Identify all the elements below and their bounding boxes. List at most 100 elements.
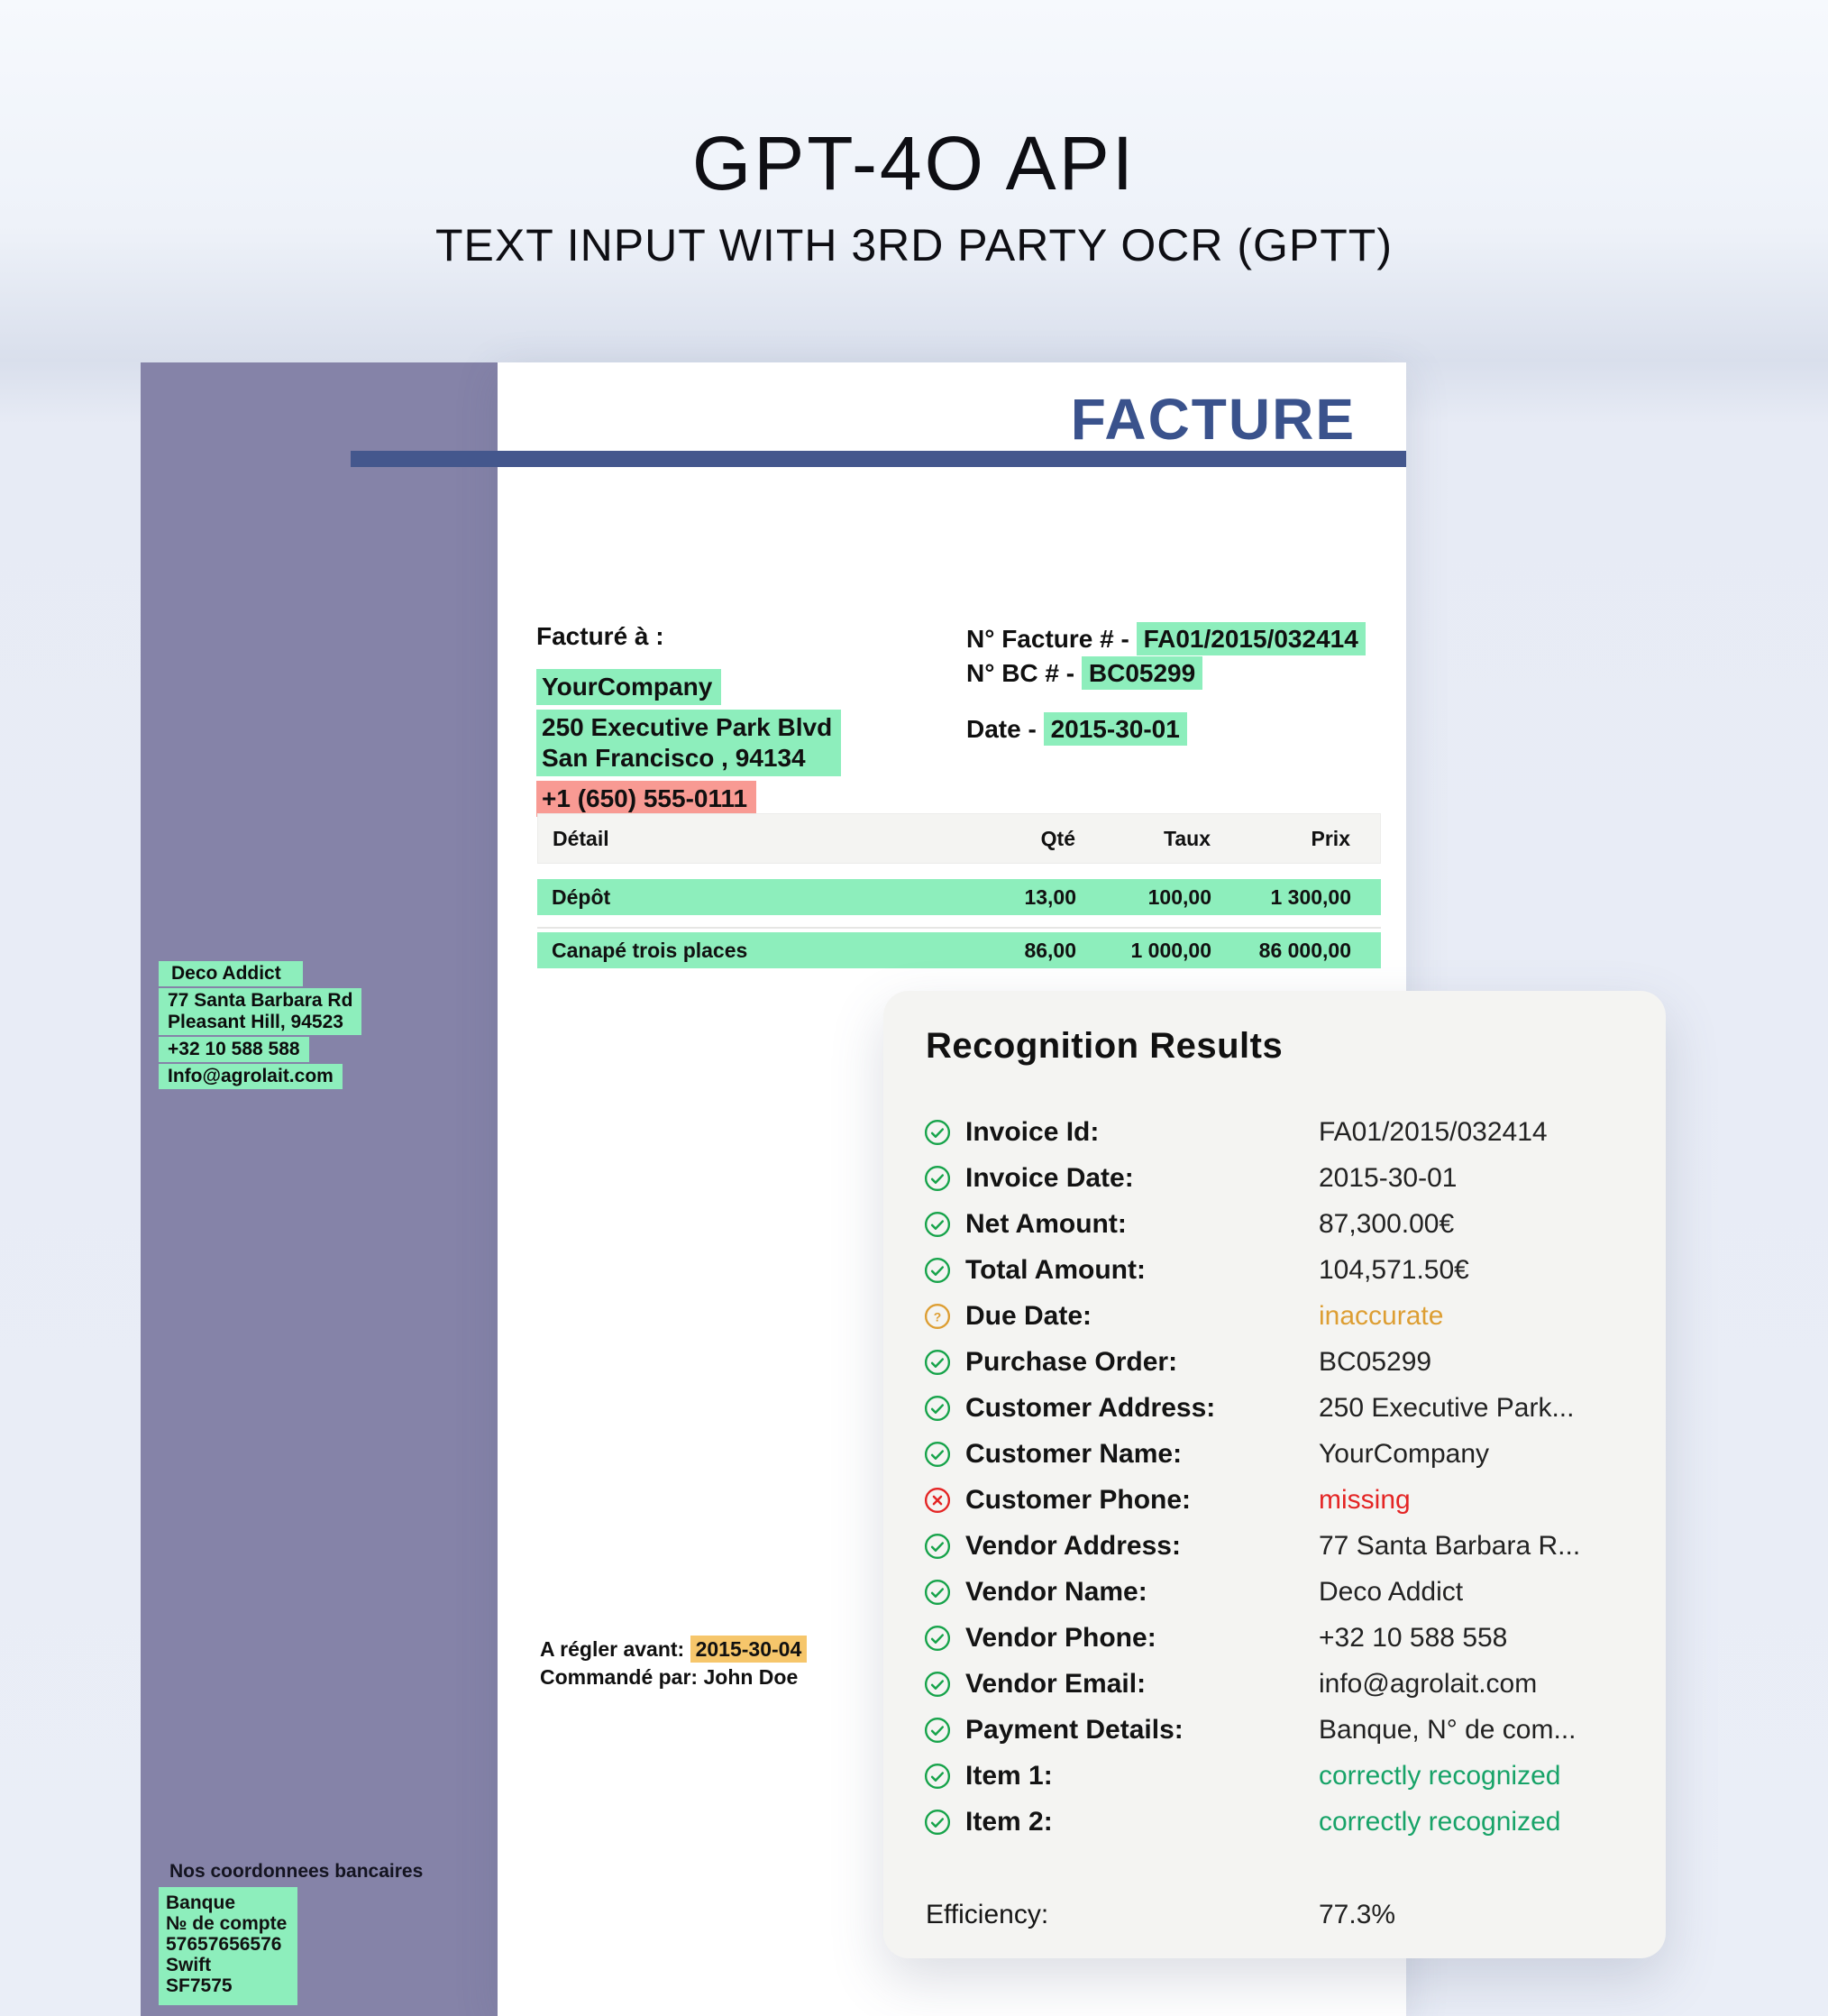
bank-line: Banque bbox=[166, 1892, 236, 1913]
result-field-label: Item 2: bbox=[965, 1806, 1053, 1837]
result-field-label: Payment Details: bbox=[965, 1714, 1184, 1745]
due-date-value: 2015-30-04 bbox=[690, 1636, 808, 1663]
efficiency-label: Efficiency: bbox=[926, 1900, 1049, 1929]
invoice-doc-title: FACTURE bbox=[1070, 387, 1356, 452]
invoice-number-value: FA01/2015/032414 bbox=[1136, 622, 1366, 655]
result-field-label: Vendor Email: bbox=[965, 1668, 1147, 1699]
bank-line: SF7575 bbox=[166, 1975, 233, 1996]
vendor-sidebar-background bbox=[141, 362, 498, 2016]
table-gap bbox=[537, 864, 1381, 879]
table-row-separator bbox=[537, 927, 1381, 929]
invoice-number-line: N° Facture # - FA01/2015/032414 bbox=[966, 622, 1366, 656]
recognition-result-row: Vendor Phone: +32 10 588 558 bbox=[883, 1615, 1666, 1661]
cross-circle-icon bbox=[924, 1487, 951, 1514]
result-field-value: 250 Executive Park... bbox=[1319, 1392, 1575, 1423]
result-field-value: YourCompany bbox=[1319, 1438, 1490, 1469]
item-name: Canapé trois places bbox=[552, 938, 748, 962]
check-circle-icon bbox=[924, 1257, 951, 1284]
recognition-result-row: Customer Address: 250 Executive Park... bbox=[883, 1385, 1666, 1431]
result-field-value: 77 Santa Barbara R... bbox=[1319, 1530, 1581, 1561]
item-price: 1 300,00 bbox=[1270, 884, 1351, 909]
result-field-value: missing bbox=[1319, 1484, 1411, 1515]
recognition-result-row: Item 1: correctly recognized bbox=[883, 1753, 1666, 1799]
recognition-result-row: Vendor Address: 77 Santa Barbara R... bbox=[883, 1523, 1666, 1569]
invoice-date-value: 2015-30-01 bbox=[1043, 712, 1187, 746]
customer-address-highlight: 250 Executive Park Blvd San Francisco , … bbox=[536, 710, 842, 776]
recognition-result-row: Customer Name: YourCompany bbox=[883, 1431, 1666, 1477]
invoice-refs-block: N° Facture # - FA01/2015/032414 N° BC # … bbox=[966, 622, 1366, 747]
recognition-result-row: Vendor Name: Deco Addict bbox=[883, 1569, 1666, 1615]
invoice-header-bar bbox=[351, 451, 1406, 467]
result-field-label: Total Amount: bbox=[965, 1254, 1146, 1285]
customer-phone-highlight: +1 (650) 555-0111 bbox=[536, 781, 757, 817]
recognition-results-title: Recognition Results bbox=[926, 1026, 1284, 1066]
result-field-label: Vendor Name: bbox=[965, 1576, 1147, 1607]
result-field-label: Net Amount: bbox=[965, 1208, 1127, 1239]
vendor-email-highlight: Info@agrolait.com bbox=[159, 1064, 343, 1089]
vendor-address-line2: Pleasant Hill, 94523 bbox=[168, 1012, 343, 1032]
recognition-result-row: Purchase Order: BC05299 bbox=[883, 1339, 1666, 1385]
recognition-result-row: ? Due Date: inaccurate bbox=[883, 1293, 1666, 1339]
bank-line: № de compte bbox=[166, 1913, 288, 1934]
invoice-line-items-table: Détail Qté Taux Prix Dépôt 13,00 100,00 … bbox=[537, 813, 1381, 968]
check-circle-icon bbox=[924, 1763, 951, 1790]
check-circle-icon bbox=[924, 1211, 951, 1238]
item-price: 86 000,00 bbox=[1258, 938, 1351, 962]
bank-line: 57657656576 bbox=[166, 1934, 282, 1955]
result-field-label: Customer Address: bbox=[965, 1392, 1216, 1423]
check-circle-icon bbox=[924, 1395, 951, 1422]
table-header-row: Détail Qté Taux Prix bbox=[537, 813, 1381, 864]
customer-address-line2: San Francisco , 94134 bbox=[542, 744, 806, 772]
result-field-value: +32 10 588 558 bbox=[1319, 1622, 1508, 1653]
result-field-value: 2015-30-01 bbox=[1319, 1162, 1458, 1193]
col-header-detail: Détail bbox=[553, 826, 609, 850]
customer-name-highlight: YourCompany bbox=[536, 669, 722, 705]
item-rate: 1 000,00 bbox=[1130, 938, 1211, 962]
vendor-info-block: Deco Addict 77 Santa Barbara Rd Pleasant… bbox=[159, 959, 362, 1089]
result-field-label: Purchase Order: bbox=[965, 1346, 1178, 1377]
result-field-value: 104,571.50€ bbox=[1319, 1254, 1469, 1285]
result-field-label: Item 1: bbox=[965, 1760, 1053, 1791]
result-field-label: Vendor Address: bbox=[965, 1530, 1181, 1561]
due-date-line: A régler avant: 2015-30-04 bbox=[540, 1636, 808, 1663]
check-circle-icon bbox=[924, 1625, 951, 1652]
billed-to-label: Facturé à : bbox=[536, 622, 664, 650]
hero-header: GPT-4O API TEXT INPUT WITH 3RD PARTY OCR… bbox=[0, 0, 1828, 269]
invoice-footer-notes: A régler avant: 2015-30-04 Commandé par:… bbox=[540, 1636, 808, 1691]
recognition-result-row: Payment Details: Banque, N° de com... bbox=[883, 1707, 1666, 1753]
result-field-value: info@agrolait.com bbox=[1319, 1668, 1538, 1699]
billed-to-block: Facturé à : YourCompany 250 Executive Pa… bbox=[536, 622, 842, 817]
due-date-label: A régler avant: bbox=[540, 1637, 690, 1661]
purchase-order-label: N° BC # - bbox=[966, 659, 1082, 687]
result-field-label: Customer Phone: bbox=[965, 1484, 1192, 1515]
recognition-results-panel: Recognition Results Invoice Id: FA01/2015… bbox=[883, 991, 1666, 1958]
invoice-date-line: Date - 2015-30-01 bbox=[966, 712, 1366, 747]
result-field-value: 87,300.00€ bbox=[1319, 1208, 1455, 1239]
check-circle-icon bbox=[924, 1349, 951, 1376]
vendor-address-highlight: 77 Santa Barbara Rd Pleasant Hill, 94523 bbox=[159, 988, 362, 1035]
recognition-result-row: Item 2: correctly recognized bbox=[883, 1799, 1666, 1845]
check-circle-icon bbox=[924, 1533, 951, 1560]
col-header-price: Prix bbox=[1311, 826, 1350, 850]
result-field-value: FA01/2015/032414 bbox=[1319, 1116, 1548, 1147]
check-circle-icon bbox=[924, 1441, 951, 1468]
bank-line: Swift bbox=[166, 1955, 212, 1975]
check-circle-icon bbox=[924, 1165, 951, 1192]
recognition-result-row: Net Amount: 87,300.00€ bbox=[883, 1201, 1666, 1247]
col-header-qty: Qté bbox=[1040, 826, 1075, 850]
result-field-value: correctly recognized bbox=[1319, 1760, 1561, 1791]
svg-text:?: ? bbox=[934, 1309, 942, 1324]
efficiency-value: 77.3% bbox=[1319, 1900, 1396, 1929]
col-header-rate: Taux bbox=[1164, 826, 1211, 850]
result-field-label: Due Date: bbox=[965, 1300, 1092, 1331]
result-field-value: correctly recognized bbox=[1319, 1806, 1561, 1837]
result-field-label: Invoice Id: bbox=[965, 1116, 1100, 1147]
check-circle-icon bbox=[924, 1579, 951, 1606]
recognition-results-rows: Invoice Id: FA01/2015/032414 Invoice Date:… bbox=[883, 1109, 1666, 1845]
result-field-value: BC05299 bbox=[1319, 1346, 1432, 1377]
recognition-result-row: Invoice Id: FA01/2015/032414 bbox=[883, 1109, 1666, 1155]
check-circle-icon bbox=[924, 1717, 951, 1744]
purchase-order-line: N° BC # - BC05299 bbox=[966, 656, 1366, 691]
page-title: GPT-4O API bbox=[691, 121, 1137, 206]
result-field-label: Invoice Date: bbox=[965, 1162, 1134, 1193]
